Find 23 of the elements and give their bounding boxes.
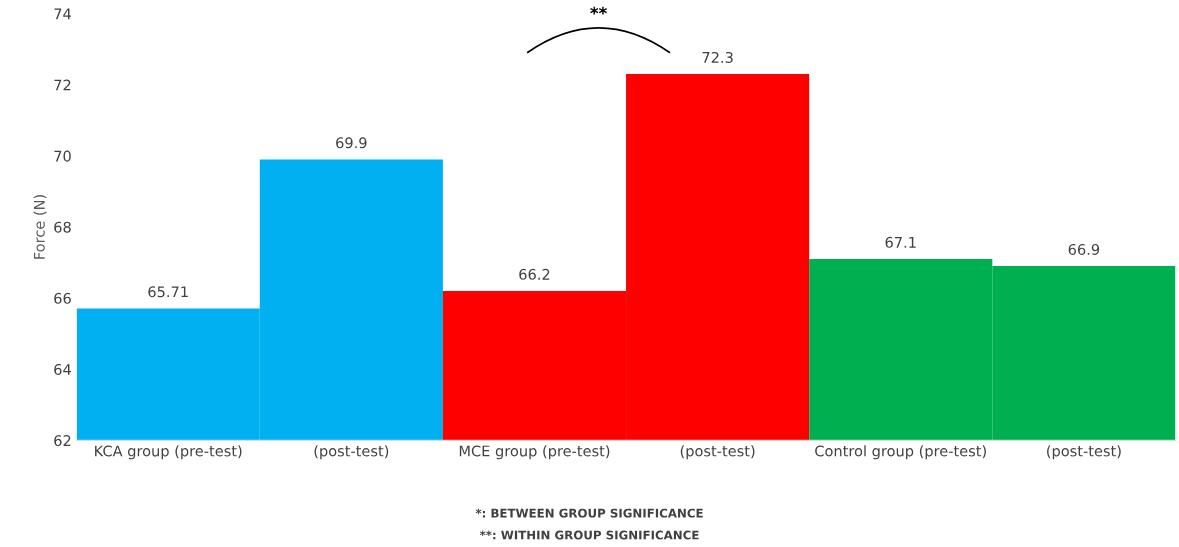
x-tick-label: (post-test) (314, 445, 389, 460)
annotation: ** (590, 6, 607, 15)
y-tick-label: 74 (54, 8, 71, 20)
x-tick-label: MCE group (pre-test) (459, 445, 610, 460)
x-tick-label: Control group (pre-test) (815, 445, 986, 460)
y-axis-title: Force (N) (33, 195, 47, 259)
data-label: 72.3 (702, 51, 733, 63)
x-tick-label: (post-test) (1047, 445, 1121, 460)
x-tick-label: KCA group (pre-test) (95, 445, 242, 460)
y-tick-label: 68 (54, 221, 71, 233)
data-label: 67.1 (885, 236, 916, 248)
text: **: WITHIN GROUP SIGNIFICANCE (479, 530, 699, 540)
y-tick-label: 64 (54, 363, 71, 375)
data-label: 65.71 (148, 286, 188, 298)
y-tick-label: 70 (54, 150, 71, 162)
y-tick-label: 72 (54, 79, 71, 91)
data-label: 69.9 (336, 137, 367, 149)
data-label: 66.2 (519, 268, 550, 280)
data-label: 66.9 (1068, 243, 1100, 255)
text: *: BETWEEN GROUP SIGNIFICANCE (475, 508, 703, 518)
y-tick-label: 66 (54, 292, 71, 304)
x-tick-label: (post-test) (680, 445, 755, 460)
y-tick-label: 62 (54, 435, 71, 447)
